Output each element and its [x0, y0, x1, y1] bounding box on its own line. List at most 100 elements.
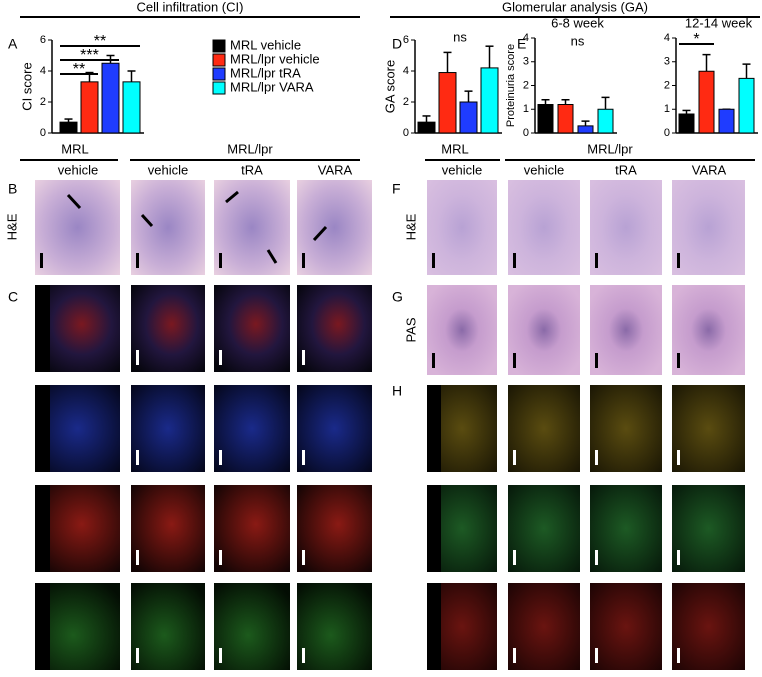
- row-label: H&E: [403, 213, 418, 240]
- stain-label: IgG: [426, 518, 441, 539]
- scale-bar: [219, 648, 222, 663]
- micrograph: [508, 485, 580, 572]
- micrograph: [214, 180, 290, 275]
- micrograph: [508, 583, 580, 670]
- micrograph: [508, 285, 580, 375]
- scale-bar: [136, 253, 139, 268]
- y-tick-label: 2: [523, 79, 529, 91]
- row-label: H&E: [4, 213, 19, 240]
- bar: [597, 108, 614, 134]
- bar: [80, 81, 99, 134]
- bar: [59, 121, 78, 134]
- scale-bar: [677, 550, 680, 565]
- significance-label: ns: [571, 33, 585, 48]
- micrograph: [508, 180, 580, 275]
- label-strip: [427, 583, 441, 670]
- column-header: VARA: [692, 162, 727, 177]
- y-axis-label: Proteinuria score: [505, 44, 517, 127]
- micrograph: [427, 180, 497, 275]
- micrograph: [214, 285, 290, 372]
- y-tick-label: 0: [403, 127, 409, 139]
- scale-bar: [136, 350, 139, 365]
- panel-letter: E: [517, 36, 526, 52]
- scale-bar: [513, 550, 516, 565]
- scale-bar: [219, 350, 222, 365]
- micrograph: [672, 385, 745, 472]
- micrograph: [590, 583, 662, 670]
- micrograph: [214, 485, 290, 572]
- micrograph: [590, 485, 662, 572]
- micrograph: [214, 385, 290, 472]
- scale-bar: [432, 353, 435, 368]
- column-header: vehicle: [524, 162, 564, 177]
- micrograph: [427, 285, 497, 375]
- scale-bar: [302, 550, 305, 565]
- scale-bar: [136, 450, 139, 465]
- group-header: MRL/lpr: [227, 141, 273, 156]
- legend-swatch: [212, 53, 226, 67]
- chart-title: 6-8 week: [551, 15, 604, 30]
- bar: [480, 67, 499, 134]
- bar: [577, 125, 594, 134]
- bar: [417, 121, 436, 134]
- scale-bar: [595, 353, 598, 368]
- micrograph: [131, 583, 205, 670]
- legend-label: MRL/lpr vehicle: [230, 51, 320, 66]
- row-label: PAS: [403, 317, 418, 342]
- scale-bar: [432, 253, 435, 268]
- arrow: [140, 213, 154, 228]
- y-tick-label: 6: [403, 34, 409, 46]
- bar: [678, 113, 695, 134]
- micrograph: [35, 180, 120, 275]
- bar: [718, 108, 735, 134]
- micrograph: [131, 485, 205, 572]
- micrograph: [131, 385, 205, 472]
- bar: [122, 81, 141, 134]
- panel-letter: G: [392, 289, 403, 305]
- significance-label: *: [693, 31, 699, 48]
- stain-label: C3: [426, 618, 441, 635]
- label-strip: [427, 385, 441, 472]
- bar: [557, 104, 574, 134]
- y-tick-label: 3: [664, 56, 670, 68]
- chart-title: 12-14 week: [685, 15, 753, 30]
- bar: [438, 72, 457, 134]
- y-axis-label: GA score: [382, 60, 397, 113]
- significance-label: ns: [453, 29, 467, 44]
- label-strip: [35, 583, 50, 670]
- scale-bar: [40, 253, 43, 268]
- y-tick-label: 0: [664, 127, 670, 139]
- panel-letter: B: [8, 181, 17, 197]
- scale-bar: [219, 450, 222, 465]
- section-title: Cell infiltration (CI): [137, 0, 244, 14]
- column-header: tRA: [615, 162, 637, 177]
- scale-bar: [302, 450, 305, 465]
- scale-bar: [595, 253, 598, 268]
- micrograph: [297, 485, 372, 572]
- bar: [738, 77, 755, 134]
- column-header: VARA: [318, 162, 353, 177]
- micrograph: [297, 180, 372, 275]
- column-header: vehicle: [58, 162, 98, 177]
- micrograph: [131, 285, 205, 372]
- micrograph: [297, 285, 372, 372]
- y-tick-label: 2: [403, 96, 409, 108]
- y-tick-label: 1: [664, 103, 670, 115]
- arrow: [312, 225, 328, 242]
- scale-bar: [219, 253, 222, 268]
- micrograph: [131, 180, 205, 275]
- scale-bar: [677, 353, 680, 368]
- y-tick-label: 3: [523, 56, 529, 68]
- stain-label: CD3: [34, 415, 49, 441]
- scale-bar: [677, 253, 680, 268]
- panel-letter: F: [392, 181, 401, 197]
- group-header: MRL: [441, 141, 468, 156]
- significance-label: ***: [80, 47, 99, 64]
- column-header: vehicle: [148, 162, 188, 177]
- group-header: MRL/lpr: [587, 141, 633, 156]
- y-tick-label: 2: [664, 79, 670, 91]
- y-tick-label: 1: [523, 103, 529, 115]
- scale-bar: [513, 648, 516, 663]
- y-tick-label: 2: [40, 96, 46, 108]
- scale-bar: [595, 450, 598, 465]
